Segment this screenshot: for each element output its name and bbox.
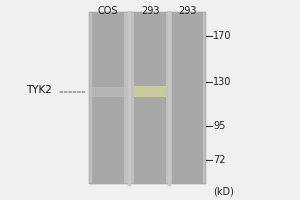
Text: (kD): (kD) (213, 187, 234, 197)
Text: 170: 170 (213, 31, 232, 41)
Bar (92, 87, 124, 97)
Text: 72: 72 (213, 155, 226, 165)
Bar (92, 12, 124, 184)
Text: COS: COS (98, 6, 118, 16)
Text: 293: 293 (141, 6, 159, 16)
Text: TYK2: TYK2 (26, 85, 52, 95)
Bar (134, 86, 166, 97)
Text: 130: 130 (213, 77, 231, 87)
Bar (134, 12, 166, 184)
Bar (88, 12, 206, 184)
Bar (172, 12, 203, 184)
Text: 95: 95 (213, 121, 225, 131)
Text: 293: 293 (178, 6, 197, 16)
